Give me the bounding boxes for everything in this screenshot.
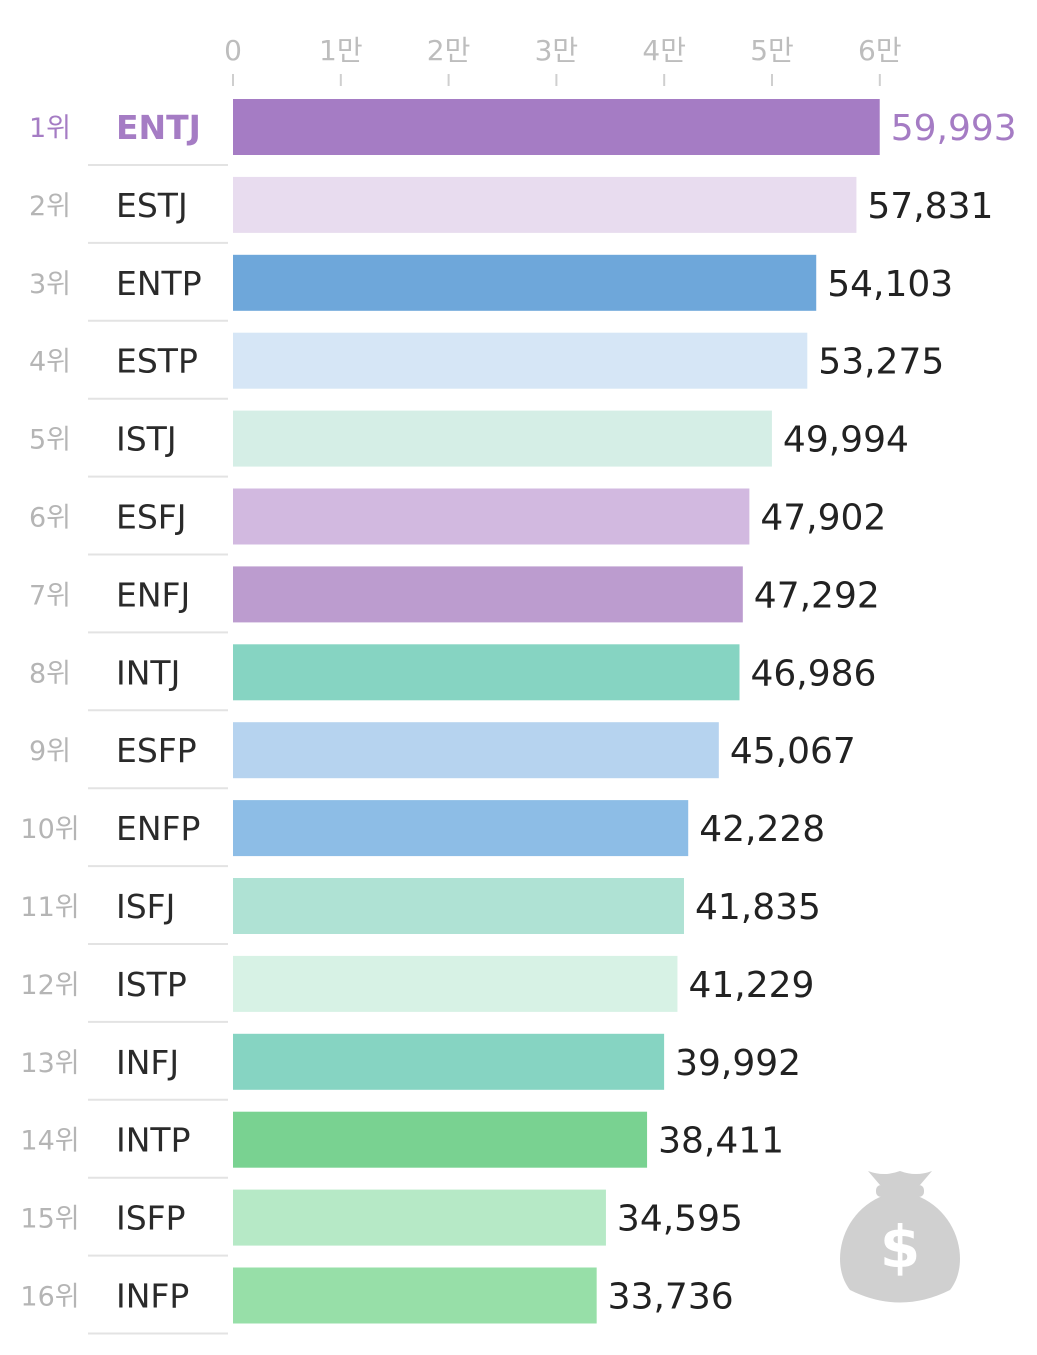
bar (233, 566, 743, 623)
bar-row: 8위 INTJ 46,986 (29, 644, 877, 712)
rank-label: 15위 (20, 1204, 79, 1235)
value-label: 45,067 (730, 731, 856, 772)
bar (233, 99, 880, 155)
rank-label: 12위 (20, 970, 79, 1001)
rank-label: 16위 (20, 1282, 79, 1313)
bar (233, 410, 772, 467)
value-label: 41,229 (688, 965, 814, 1006)
rank-label: 1위 (29, 113, 71, 144)
bar (233, 176, 857, 233)
bar-row: 16위 INFP 33,736 (20, 1267, 734, 1335)
value-label: 41,835 (695, 887, 821, 928)
x-axis: 0 1만 2만 3만 4만 5만 6만 (224, 34, 902, 86)
type-label: ESTJ (116, 186, 188, 225)
value-label: 57,831 (867, 186, 993, 227)
x-tick-label: 3만 (535, 34, 579, 67)
bar (233, 254, 817, 311)
rank-label: 8위 (29, 658, 71, 689)
type-label: ISTJ (116, 420, 177, 459)
bar-row: 7위 ENFJ 47,292 (29, 566, 880, 634)
type-label: INTJ (116, 653, 180, 692)
value-label: 49,994 (783, 420, 909, 461)
x-tick-label: 6만 (858, 34, 902, 67)
type-label: ESFP (116, 731, 197, 770)
bar-row: 10위 ENFP 42,228 (20, 800, 825, 868)
bar-row: 12위 ISTP 41,229 (20, 955, 814, 1023)
type-label: INFP (116, 1277, 189, 1316)
bar-row: 11위 ISFJ 41,835 (20, 878, 821, 945)
value-label: 33,736 (608, 1277, 734, 1318)
x-tick-label: 0 (224, 34, 242, 67)
x-tick-label: 5만 (750, 34, 794, 67)
bar (233, 800, 689, 857)
rank-label: 14위 (20, 1126, 79, 1157)
bar-row: 14위 INTP 38,411 (20, 1111, 784, 1179)
rank-label: 10위 (20, 814, 79, 845)
bar (233, 1033, 665, 1090)
value-label: 53,275 (818, 342, 944, 383)
bar-row: 15위 ISFP 34,595 (20, 1189, 743, 1257)
x-tick-label: 2만 (427, 34, 471, 67)
bar (233, 1111, 648, 1168)
type-label: ENFJ (116, 575, 190, 614)
bar (233, 1267, 597, 1324)
x-tick-label: 1만 (319, 34, 363, 67)
rank-label: 4위 (29, 347, 71, 378)
bar-row: 6위 ESFJ 47,902 (29, 488, 886, 556)
type-label: ENFP (116, 809, 200, 848)
rank-label: 9위 (29, 736, 71, 767)
value-label: 47,292 (754, 575, 880, 616)
value-label: 59,993 (891, 108, 1017, 149)
rank-label: 2위 (29, 191, 71, 222)
rank-label: 6위 (29, 503, 71, 534)
value-label: 38,411 (658, 1121, 784, 1162)
bar-row: 1위 ENTJ 59,993 (29, 99, 1017, 166)
type-label: ISTP (116, 965, 187, 1004)
value-label: 42,228 (699, 809, 825, 850)
value-label: 34,595 (617, 1199, 743, 1240)
rank-label: 5위 (29, 425, 71, 456)
rank-label: 13위 (20, 1048, 79, 1079)
type-label: ENTP (116, 264, 202, 303)
rank-label: 11위 (20, 892, 79, 923)
type-label: ESTP (116, 342, 198, 381)
x-tick-label: 4만 (642, 34, 686, 67)
rank-label: 7위 (29, 580, 71, 611)
bar (233, 332, 808, 389)
type-label: INTP (116, 1121, 190, 1160)
type-label: ISFJ (116, 887, 175, 926)
type-label: ISFP (116, 1199, 186, 1238)
rank-label: 3위 (29, 269, 71, 300)
value-label: 46,986 (751, 653, 877, 694)
money-bag-icon: $ (840, 1171, 960, 1303)
value-label: 54,103 (827, 264, 953, 305)
svg-text:$: $ (880, 1213, 920, 1281)
type-label: INFJ (116, 1043, 179, 1082)
type-label: ENTJ (116, 108, 201, 147)
bar (233, 722, 719, 779)
bar-rows: 1위 ENTJ 59,993 2위 ESTJ 57,831 3위 ENTP 54,103 4위 ES… (20, 99, 1017, 1335)
bar (233, 878, 684, 934)
bar-row: 4위 ESTP 53,275 (29, 332, 944, 400)
bar (233, 1189, 606, 1246)
bar-row: 2위 ESTJ 57,831 (29, 176, 993, 244)
type-label: ESFJ (116, 498, 187, 537)
bar (233, 644, 740, 701)
value-label: 47,902 (760, 498, 886, 539)
bar (233, 955, 678, 1012)
bar (233, 488, 750, 545)
bar-row: 9위 ESFP 45,067 (29, 722, 856, 790)
bar-row: 3위 ENTP 54,103 (29, 254, 953, 322)
bar-row: 13위 INFJ 39,992 (20, 1033, 801, 1101)
bar-row: 5위 ISTJ 49,994 (29, 410, 909, 478)
value-label: 39,992 (675, 1043, 801, 1084)
